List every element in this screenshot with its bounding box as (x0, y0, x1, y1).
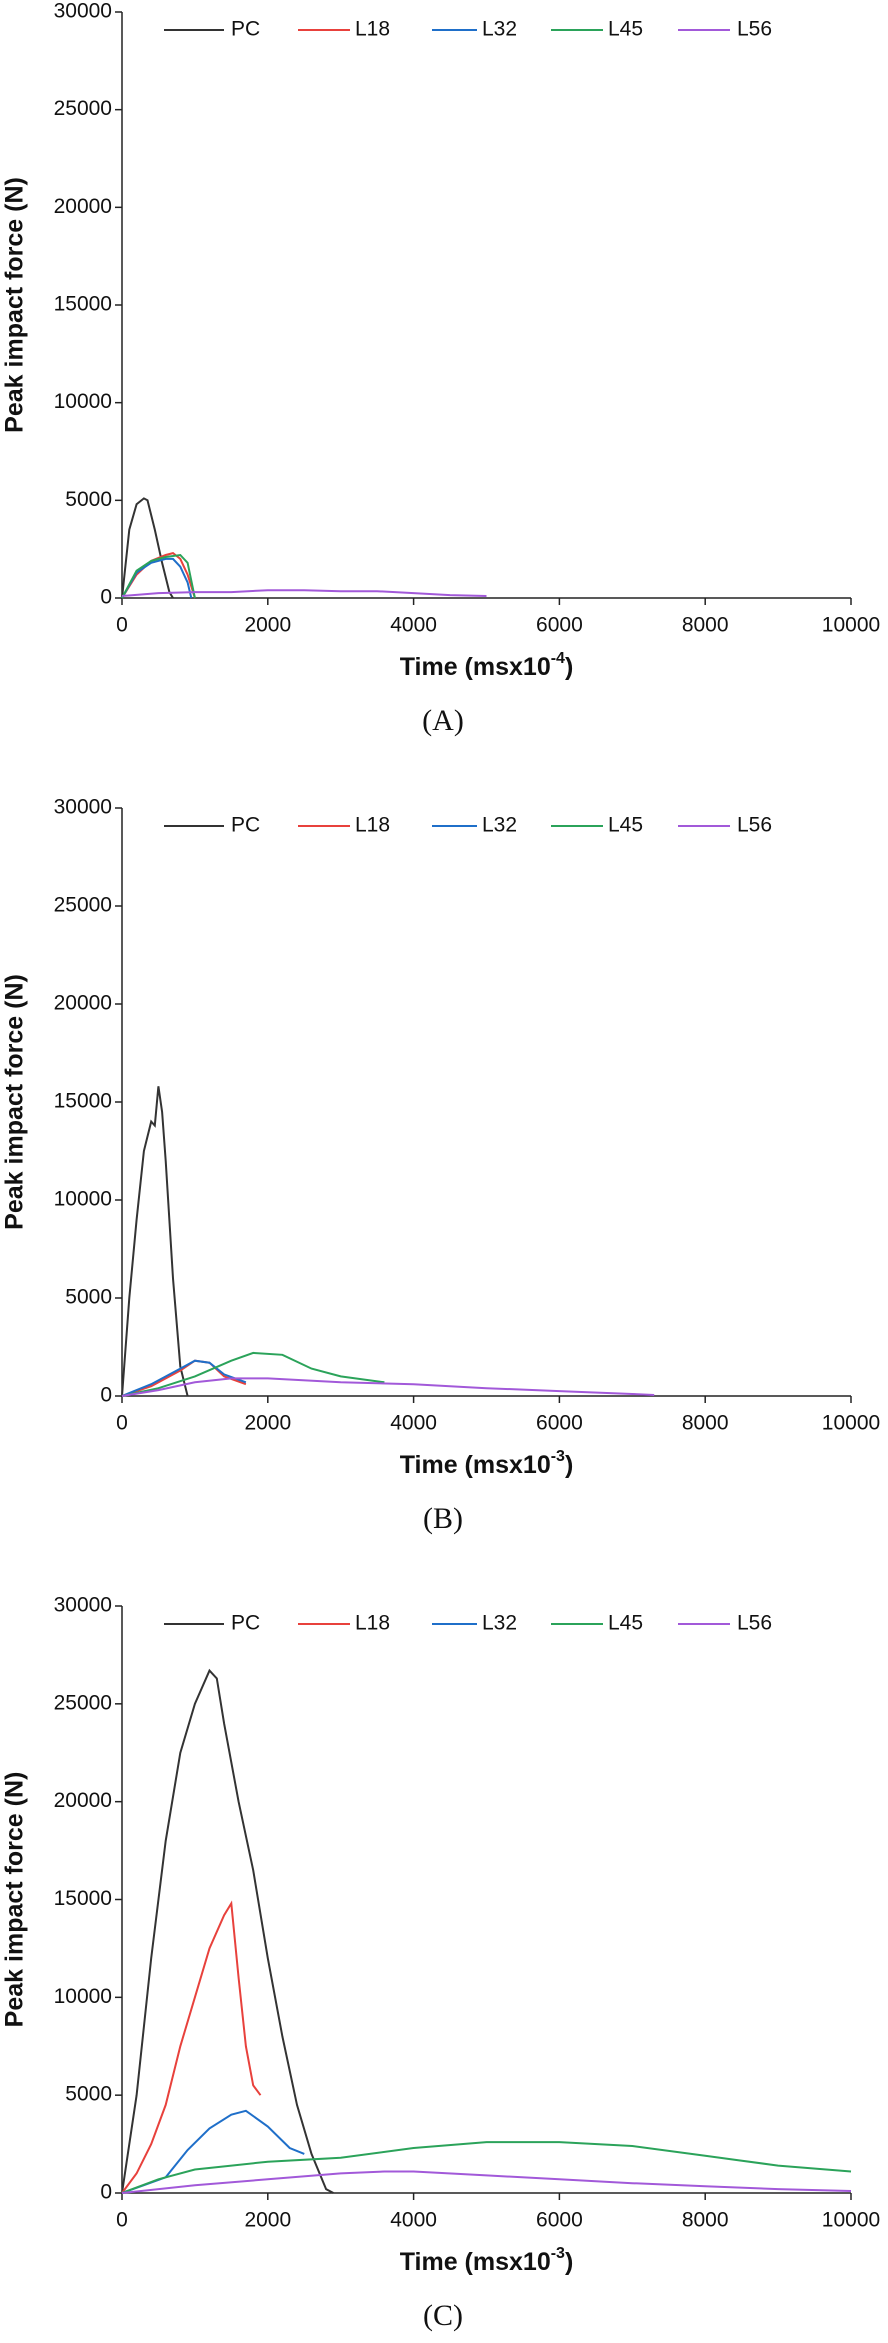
x-axis-title-sup: -3 (551, 2245, 565, 2262)
legend-label: L32 (482, 1612, 517, 1635)
y-tick-label: 5000 (65, 2083, 112, 2106)
series-line (121, 2109, 305, 2194)
series-line (121, 553, 196, 599)
y-tick-label: 30000 (54, 796, 112, 819)
x-tick-label: 4000 (390, 1412, 437, 1435)
x-tick-label: 6000 (536, 614, 583, 637)
legend-label: L18 (355, 814, 390, 837)
x-axis-title-text: Time (msx10 (400, 653, 551, 681)
x-tick-label: 6000 (536, 1412, 583, 1435)
y-tick-label: 5000 (65, 488, 112, 511)
series-line (121, 2141, 852, 2194)
series-line (121, 1086, 189, 1397)
y-tick-label: 0 (100, 2181, 112, 2204)
x-axis-title-text: Time (msx10 (400, 2248, 551, 2276)
y-tick-label: 10000 (54, 1985, 112, 2008)
series-line (121, 2170, 852, 2194)
series-line (121, 497, 174, 599)
x-axis-title-text: Time (msx10 (400, 1451, 551, 1479)
x-tick-label: 2000 (244, 1412, 291, 1435)
x-tick-label: 2000 (244, 614, 291, 637)
legend-label: L56 (737, 814, 772, 837)
panel-label: (A) (422, 704, 464, 737)
legend-label: PC (231, 814, 260, 837)
series-line (121, 1668, 334, 2194)
legend-label: PC (231, 18, 260, 41)
x-tick-label: 8000 (682, 614, 729, 637)
y-tick-label: 25000 (54, 894, 112, 917)
legend-label: L56 (737, 1612, 772, 1635)
legend-label: L45 (608, 814, 643, 837)
y-tick-label: 25000 (54, 97, 112, 120)
y-tick-label: 20000 (54, 1789, 112, 1812)
legend-label: L45 (608, 18, 643, 41)
series-line (121, 1359, 247, 1397)
x-tick-label: 4000 (390, 614, 437, 637)
series-line (121, 1900, 262, 2194)
y-tick-label: 15000 (54, 1887, 112, 1910)
y-tick-label: 5000 (65, 1286, 112, 1309)
series-line (121, 552, 196, 599)
x-axis-title: Time (msx10-4) (400, 650, 574, 680)
y-tick-label: 25000 (54, 1691, 112, 1714)
y-tick-label: 0 (100, 586, 112, 609)
x-axis-title-sup: -4 (551, 650, 565, 667)
x-tick-label: 0 (116, 2209, 128, 2232)
y-tick-label: 20000 (54, 195, 112, 218)
panel-label: (B) (423, 1502, 463, 1535)
x-axis-title: Time (msx10-3) (400, 2245, 574, 2275)
series-line (121, 1377, 655, 1397)
legend-label: L32 (482, 18, 517, 41)
y-tick-label: 30000 (54, 1594, 112, 1617)
y-tick-label: 10000 (54, 390, 112, 413)
y-tick-label: 0 (100, 1384, 112, 1407)
series-line (121, 557, 193, 599)
x-tick-label: 8000 (682, 1412, 729, 1435)
series-line (121, 1351, 385, 1397)
y-tick-label: 15000 (54, 293, 112, 316)
x-tick-label: 0 (116, 1412, 128, 1435)
x-tick-label: 10000 (822, 1412, 880, 1435)
legend-label: L56 (737, 18, 772, 41)
y-axis-title: Peak impact force (N) (1, 974, 29, 1230)
x-axis-title-sup: -3 (551, 1448, 565, 1465)
y-tick-label: 20000 (54, 992, 112, 1015)
x-tick-label: 6000 (536, 2209, 583, 2232)
legend-label: PC (231, 1612, 260, 1635)
x-axis-title-end: ) (565, 2248, 573, 2276)
legend-label: L45 (608, 1612, 643, 1635)
x-tick-label: 4000 (390, 2209, 437, 2232)
y-axis-title: Peak impact force (N) (1, 177, 29, 433)
x-axis-title-end: ) (565, 1451, 573, 1479)
x-tick-label: 2000 (244, 2209, 291, 2232)
x-tick-label: 10000 (822, 2209, 880, 2232)
panel-label: (C) (423, 2299, 463, 2332)
legend-label: L18 (355, 1612, 390, 1635)
legend-label: L18 (355, 18, 390, 41)
x-tick-label: 8000 (682, 2209, 729, 2232)
x-axis-title: Time (msx10-3) (400, 1448, 574, 1478)
y-tick-label: 15000 (54, 1090, 112, 1113)
x-tick-label: 10000 (822, 614, 880, 637)
y-tick-label: 30000 (54, 0, 112, 23)
y-tick-label: 10000 (54, 1188, 112, 1211)
x-axis-title-end: ) (565, 653, 573, 681)
series-line (121, 589, 487, 597)
x-tick-label: 0 (116, 614, 128, 637)
legend-label: L32 (482, 814, 517, 837)
y-axis-title: Peak impact force (N) (1, 1772, 29, 2028)
